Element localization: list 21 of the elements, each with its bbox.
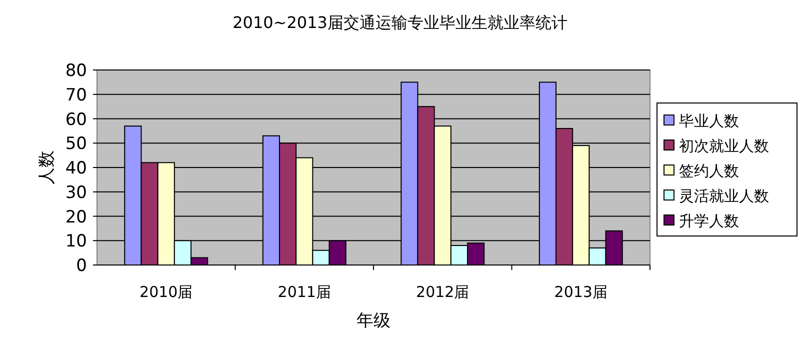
y-tick-label: 70 (65, 85, 87, 106)
x-tick-label: 2011届 (278, 283, 331, 301)
y-tick-label: 30 (65, 182, 87, 203)
x-axis-title: 年级 (356, 311, 390, 331)
legend-label: 升学人数 (679, 212, 739, 230)
x-tick-label: 2012届 (416, 283, 470, 301)
y-tick-label: 50 (65, 134, 87, 154)
y-axis-title: 人数 (37, 150, 57, 184)
y-tick-label: 20 (65, 207, 87, 228)
y-tick-label: 80 (65, 61, 87, 81)
x-tick-label: 2013届 (554, 283, 608, 301)
legend-label: 灵活就业人数 (679, 187, 769, 205)
x-tick-label: 2010届 (140, 283, 193, 301)
y-tick-label: 0 (76, 256, 87, 276)
chart-title: 2010~2013届交通运输专业毕业生就业率统计 (232, 13, 568, 32)
y-tick-label: 60 (65, 110, 87, 130)
y-tick-label: 10 (65, 232, 87, 252)
legend-label: 初次就业人数 (679, 137, 769, 155)
y-tick-label: 40 (65, 158, 87, 178)
legend-label: 毕业人数 (679, 112, 739, 130)
legend-label: 签约人数 (679, 162, 739, 180)
